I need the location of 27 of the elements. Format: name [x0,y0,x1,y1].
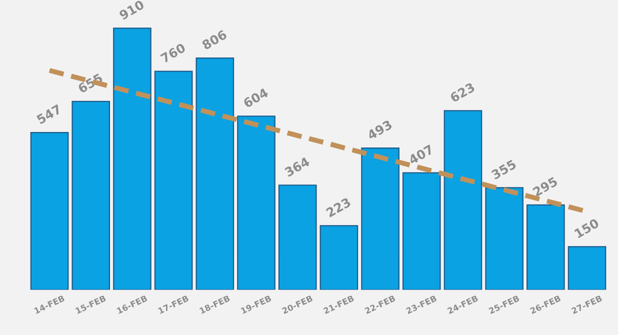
bar [278,184,317,290]
bar [196,58,234,290]
bar [444,110,482,290]
bar [361,147,400,290]
data-label: 604 [242,88,269,108]
bar [154,70,193,290]
bar [485,187,524,290]
data-label: 493 [366,120,393,140]
bar [320,225,358,290]
bar [113,28,152,290]
bar [237,116,276,290]
data-label: 223 [326,197,352,218]
data-label: 355 [490,159,517,180]
bar [526,204,565,290]
data-label: 760 [160,42,186,64]
data-label: 364 [284,156,310,178]
bar [568,246,606,290]
data-label: 407 [408,144,434,165]
data-label: 150 [574,218,600,238]
data-label: 295 [532,176,558,197]
bar [30,132,69,290]
data-label: 910 [118,0,145,20]
bar [72,100,110,290]
data-label: 623 [449,82,476,103]
data-label: 547 [36,104,62,124]
bar [402,172,441,290]
data-label: 806 [201,30,228,50]
